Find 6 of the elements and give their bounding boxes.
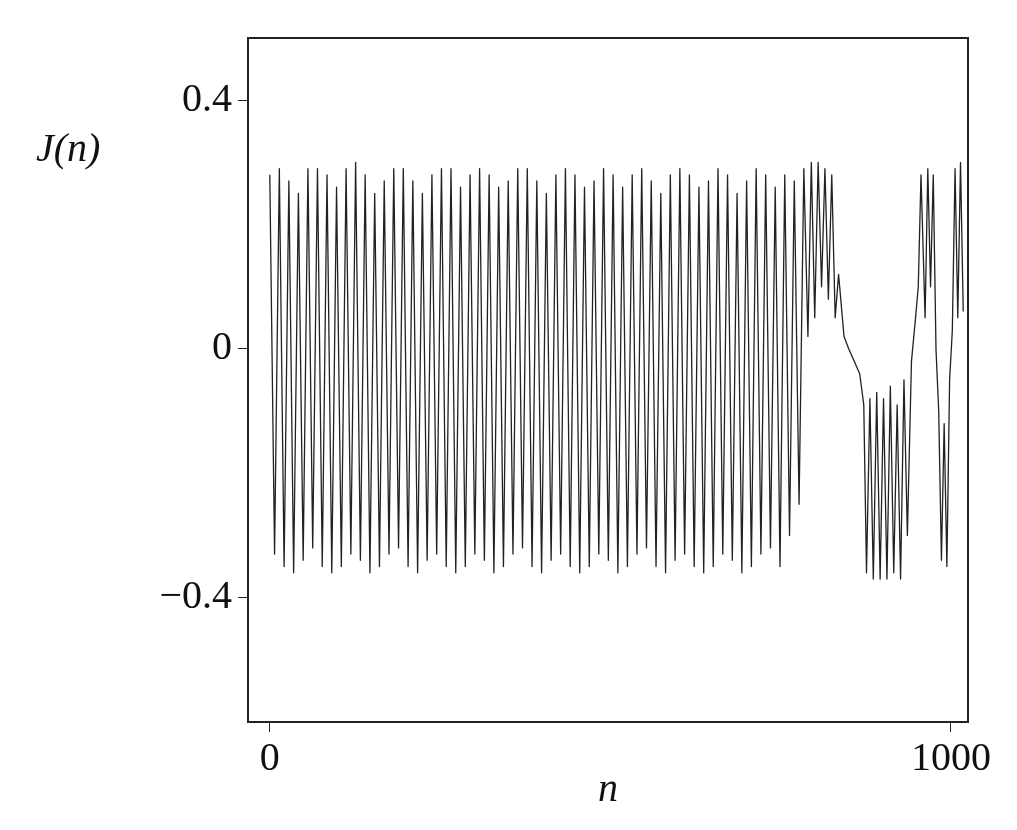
x-tick-label: 1000 [910,733,991,779]
y-axis-title: J(n) [36,125,101,170]
y-tick-label: 0 [212,323,232,369]
y-tick-label: −0.4 [159,572,232,618]
y-tick-label: 0.4 [182,74,232,120]
x-axis-title: n [598,764,618,810]
